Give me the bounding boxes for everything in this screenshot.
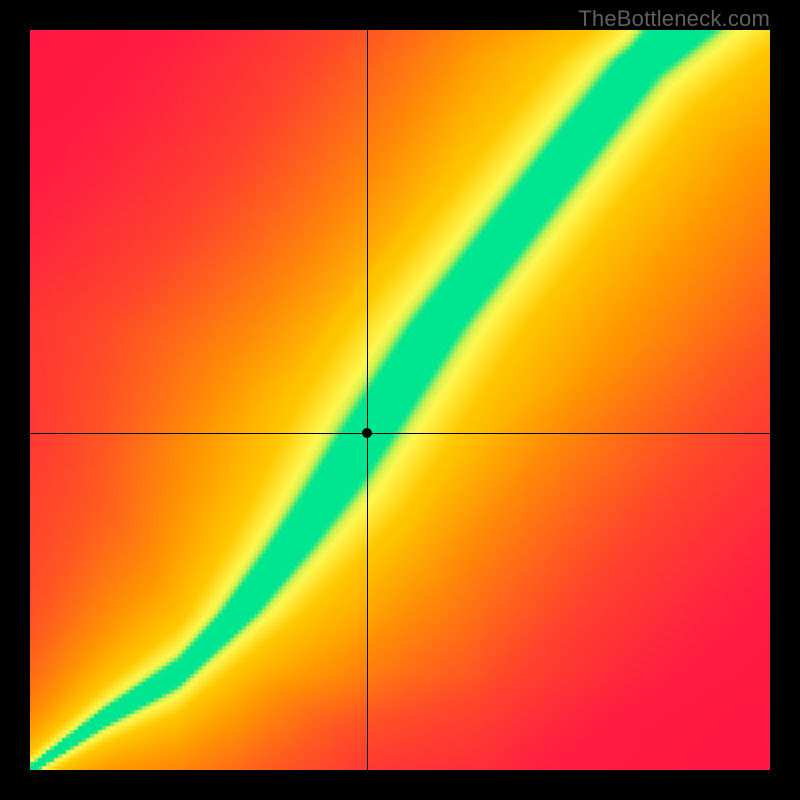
heatmap-plot [30,30,770,770]
crosshair-marker-dot [362,428,372,438]
watermark-text: TheBottleneck.com [578,6,770,32]
heatmap-canvas [30,30,770,770]
crosshair-horizontal [30,433,770,434]
crosshair-vertical [367,30,368,770]
